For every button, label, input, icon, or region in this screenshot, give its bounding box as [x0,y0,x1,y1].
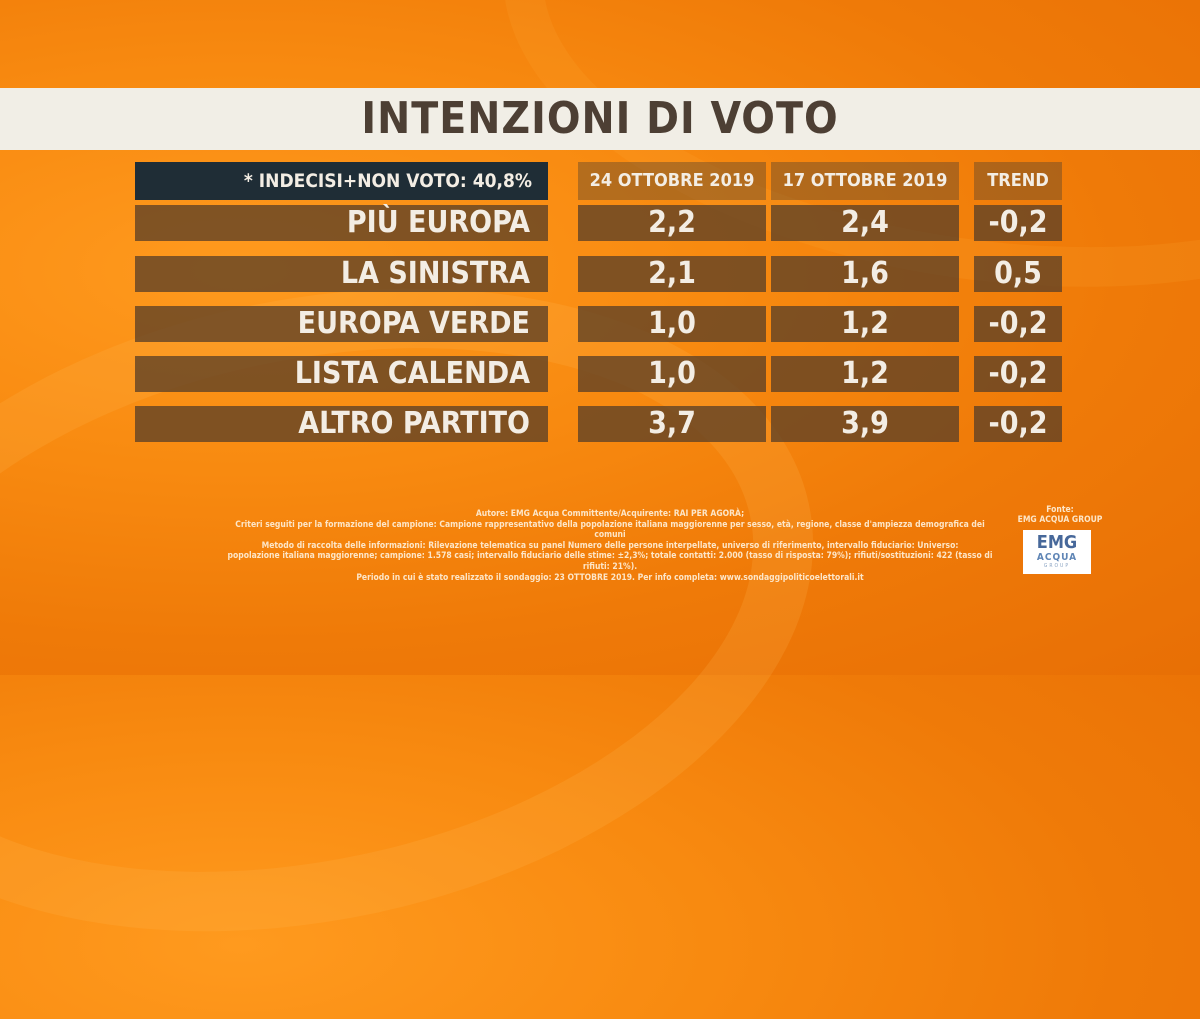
column-header-24-ottobre: 24 OTTOBRE 2019 [578,162,766,200]
value-17-ottobre: 3,9 [771,406,959,442]
value-24-ottobre: 2,1 [578,256,766,292]
logo-emg-text: EMG [1036,532,1078,553]
value-17-ottobre: 2,4 [771,205,959,241]
value-trend: -0,2 [974,205,1062,241]
value-trend: -0,2 [974,406,1062,442]
emg-acqua-logo: EMG ACQUA GROUP [1023,530,1091,574]
party-name: EUROPA VERDE [135,306,548,342]
source-caption: Fonte: EMG ACQUA GROUP [1005,505,1115,525]
source-name: EMG ACQUA GROUP [1017,515,1103,525]
value-trend: -0,2 [974,306,1062,342]
value-trend: -0,2 [974,356,1062,392]
party-name: ALTRO PARTITO [135,406,548,442]
logo-group-text: GROUP [1043,563,1071,569]
credits-line: Metodo di raccolta delle informazioni: R… [261,540,959,551]
party-name: LA SINISTRA [135,256,548,292]
value-trend: 0,5 [974,256,1062,292]
page-title: INTENZIONI DI VOTO [361,93,839,144]
title-band: INTENZIONI DI VOTO [0,88,1200,150]
credits-line: Autore: EMG Acqua Committente/Acquirente… [475,509,745,519]
source-label: Fonte: [1046,505,1074,515]
value-17-ottobre: 1,2 [771,356,959,392]
value-24-ottobre: 1,0 [578,306,766,342]
party-name: LISTA CALENDA [135,356,548,392]
credits-line: Periodo in cui è stato realizzato il son… [356,572,864,583]
value-17-ottobre: 1,2 [771,306,959,342]
methodology-credits: Autore: EMG Acqua Committente/Acquirente… [220,509,1000,583]
value-17-ottobre: 1,6 [771,256,959,292]
credits-line: Criteri seguiti per la formazione del ca… [235,519,985,541]
column-header-17-ottobre: 17 OTTOBRE 2019 [771,162,959,200]
value-24-ottobre: 3,7 [578,406,766,442]
credits-line: popolazione italiana maggiorenne; campio… [227,551,993,572]
column-header-trend: TREND [974,162,1062,200]
logo-acqua-text: ACQUA [1036,552,1078,563]
undecided-note: * INDECISI+NON VOTO: 40,8% [135,162,548,200]
party-name: PIÙ EUROPA [135,205,548,241]
value-24-ottobre: 1,0 [578,356,766,392]
value-24-ottobre: 2,2 [578,205,766,241]
